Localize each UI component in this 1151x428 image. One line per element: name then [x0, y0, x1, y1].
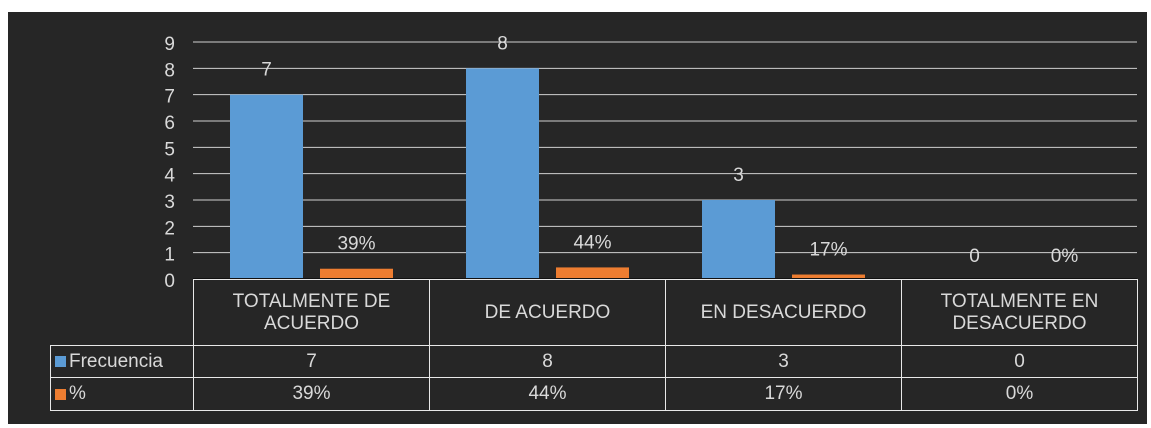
table-cell: 7: [193, 345, 430, 378]
legend-key: [55, 388, 66, 400]
legend-entry: %: [50, 377, 194, 411]
table-cell: 39%: [193, 377, 430, 411]
data-label: 39%: [337, 234, 375, 255]
chart-background: [8, 12, 1147, 424]
legend-label: Frecuencia: [69, 350, 163, 372]
legend-key: [55, 356, 66, 367]
y-tick-label: 3: [164, 192, 175, 213]
table-cell: 44%: [429, 377, 666, 411]
data-label: 7: [261, 60, 272, 81]
y-tick-label: 0: [164, 271, 175, 292]
bar: [792, 274, 865, 279]
bar: [702, 200, 775, 279]
category-cell: TOTALMENTE EN DESACUERDO: [901, 279, 1138, 346]
bar: [230, 94, 303, 280]
y-tick-label: 4: [164, 166, 175, 187]
y-tick-label: 1: [164, 245, 175, 266]
y-tick-label: 5: [164, 139, 175, 160]
data-label: 17%: [809, 240, 847, 261]
table-cell: 8: [429, 345, 666, 378]
category-cell: TOTALMENTE DE ACUERDO: [193, 279, 430, 346]
y-tick-label: 2: [164, 218, 175, 239]
data-label: 3: [733, 165, 744, 186]
bar: [320, 268, 393, 279]
category-cell: EN DESACUERDO: [665, 279, 902, 346]
bar: [466, 68, 539, 279]
table-cell: 0: [901, 345, 1138, 378]
y-tick-label: 7: [164, 87, 175, 108]
data-label: 8: [497, 33, 508, 54]
table-cell: 3: [665, 345, 902, 378]
table-cell: 17%: [665, 377, 902, 411]
data-label: 0: [969, 246, 980, 267]
y-tick-label: 6: [164, 113, 175, 134]
table-cell: 0%: [901, 377, 1138, 411]
y-tick-label: 9: [164, 34, 175, 55]
data-label: 44%: [573, 232, 611, 253]
category-cell: DE ACUERDO: [429, 279, 666, 346]
legend-label: %: [69, 383, 86, 404]
y-tick-label: 8: [164, 60, 175, 81]
data-label: 0%: [1051, 246, 1079, 267]
bar: [556, 267, 629, 279]
legend-entry: Frecuencia: [50, 345, 194, 378]
